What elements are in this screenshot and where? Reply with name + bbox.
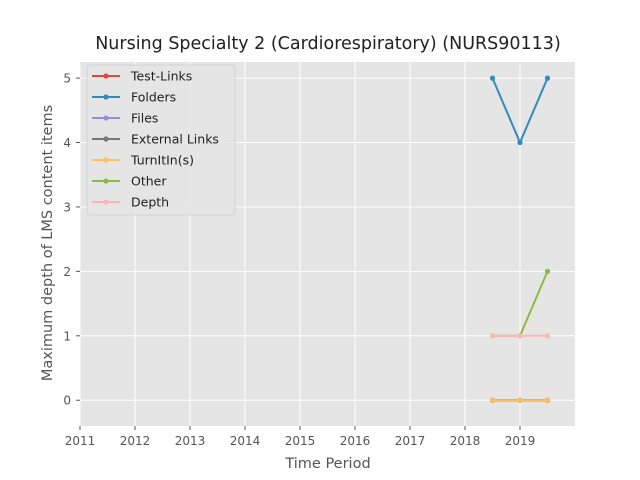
x-tick-label: 2011	[65, 434, 96, 448]
x-axis-label: Time Period	[284, 456, 370, 472]
legend-item: Test-Links	[92, 69, 192, 84]
series-layer	[489, 75, 551, 403]
data-point	[489, 333, 496, 339]
legend-swatch-marker	[103, 136, 109, 142]
x-tick-label: 2012	[120, 434, 151, 448]
legend-label: Folders	[131, 90, 176, 105]
y-tick-label: 2	[63, 265, 71, 279]
data-point	[489, 75, 496, 81]
x-tick-label: 2019	[505, 434, 536, 448]
x-tick-label: 2017	[395, 434, 426, 448]
legend: Test-Links Folders Files External Links Turn…	[86, 64, 236, 216]
series-depth	[489, 333, 551, 339]
data-point	[517, 397, 523, 403]
y-axis-label: Maximum depth of LMS content items	[40, 105, 56, 381]
legend-swatch-marker	[103, 94, 109, 100]
chart-title: Nursing Specialty 2 (Cardiorespiratory) …	[95, 34, 561, 54]
legend-swatch-marker	[103, 199, 109, 205]
legend-item: External Links	[92, 132, 219, 147]
legend-label: Files	[131, 111, 158, 126]
legend-label: External Links	[131, 132, 219, 147]
legend-label: Other	[131, 174, 167, 189]
legend-label: Test-Links	[130, 69, 192, 84]
series-turnitin-s-	[489, 397, 551, 403]
data-point	[489, 397, 496, 403]
data-point	[544, 75, 551, 81]
x-tick-label: 2014	[230, 434, 261, 448]
data-point	[544, 333, 551, 339]
legend-swatch-marker	[103, 115, 109, 121]
y-tick-label: 3	[63, 200, 71, 214]
legend-item: Files	[92, 111, 158, 126]
y-tick-label: 1	[63, 329, 71, 343]
x-tick-label: 2015	[285, 434, 316, 448]
legend-item: Folders	[92, 90, 176, 105]
legend-item: Other	[92, 174, 167, 189]
data-point	[544, 397, 551, 403]
legend-label: Depth	[131, 195, 169, 210]
data-point	[517, 333, 523, 339]
legend-label: TurnItIn(s)	[130, 153, 194, 168]
legend-item: Depth	[92, 195, 169, 210]
y-tick-label: 4	[63, 136, 71, 150]
y-tick-label: 0	[63, 394, 71, 408]
data-point	[517, 139, 523, 146]
legend-item: TurnItIn(s)	[92, 153, 194, 168]
legend-swatch-marker	[103, 73, 109, 79]
legend-frame	[86, 64, 236, 216]
y-axis-ticks: 0 1 2 3 4 5	[63, 72, 80, 408]
x-tick-label: 2013	[175, 434, 206, 448]
legend-swatch-marker	[103, 178, 109, 184]
series-folders	[489, 75, 551, 146]
y-tick-label: 5	[63, 72, 71, 86]
x-tick-label: 2016	[340, 434, 371, 448]
x-tick-label: 2018	[450, 434, 481, 448]
x-axis-ticks: 2011 2012 2013 2014 2015 2016 2017 2018 2019	[65, 426, 536, 448]
data-point	[544, 268, 551, 274]
legend-swatch-marker	[103, 157, 109, 163]
